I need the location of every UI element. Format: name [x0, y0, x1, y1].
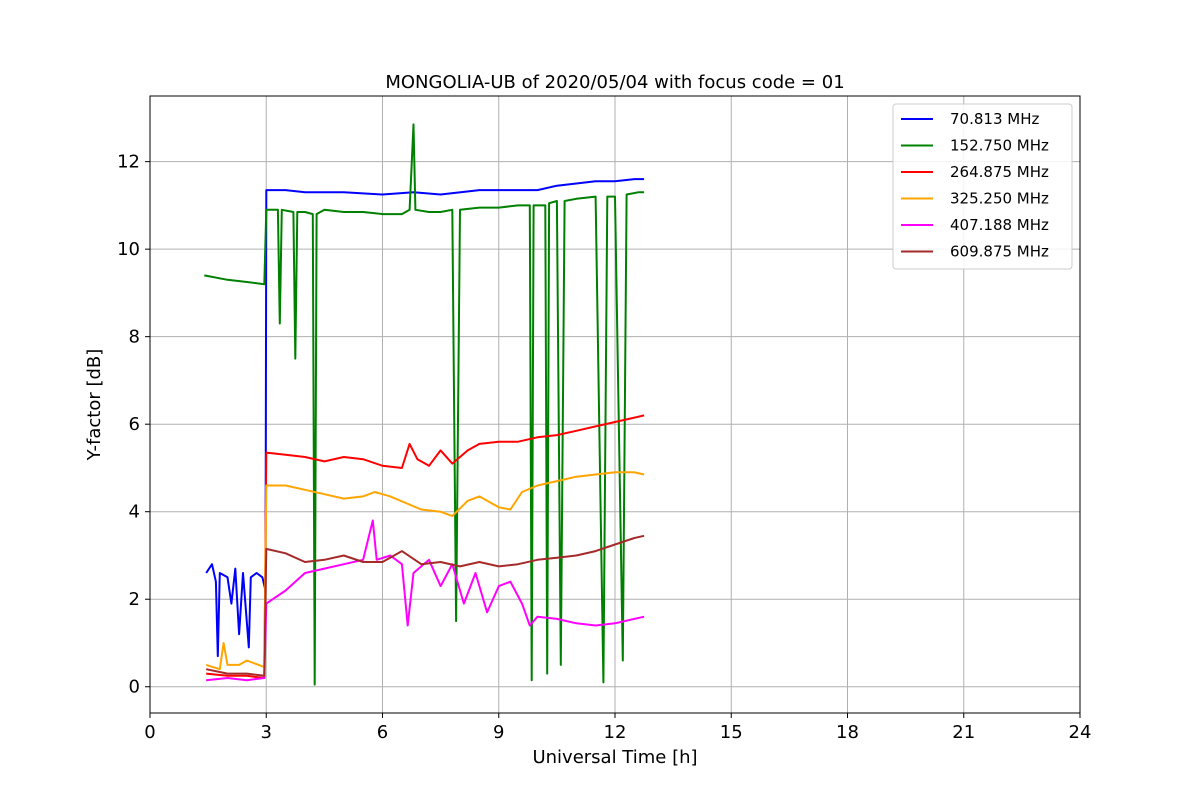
legend-label: 407.188 MHz [950, 216, 1049, 234]
legend-label: 70.813 MHz [950, 110, 1039, 128]
x-tick-label: 3 [261, 722, 272, 743]
legend-label: 152.750 MHz [950, 137, 1049, 155]
y-tick-label: 8 [129, 327, 140, 348]
chart-title: MONGOLIA-UB of 2020/05/04 with focus cod… [385, 72, 844, 93]
y-tick-label: 0 [129, 677, 140, 698]
y-tick-label: 10 [117, 239, 140, 260]
x-tick-label: 9 [493, 722, 504, 743]
grid [149, 96, 1081, 713]
series-line-1 [204, 123, 645, 686]
x-tick-label: 21 [952, 722, 975, 743]
y-tick-label: 2 [129, 589, 140, 610]
x-tick-label: 6 [377, 722, 388, 743]
legend-label: 609.875 MHz [950, 243, 1049, 261]
series-line-4 [206, 519, 645, 682]
series-line-2 [206, 414, 645, 679]
legend-box [892, 103, 1073, 270]
x-axis-label: Universal Time [h] [532, 747, 697, 768]
legend-label: 264.875 MHz [950, 163, 1049, 181]
x-tick-label: 0 [144, 722, 155, 743]
y-tick-label: 4 [129, 502, 140, 523]
x-tick-label: 18 [836, 722, 859, 743]
series-line-5 [205, 534, 645, 677]
x-tick-label: 15 [720, 722, 743, 743]
legend: 70.813 MHz 152.750 MHz 264.875 MHz 325.250 … [892, 103, 1073, 270]
series-line-0 [205, 178, 645, 658]
y-tick-label: 6 [129, 414, 140, 435]
x-tick-label: 24 [1069, 722, 1092, 743]
series-line-3 [205, 471, 645, 671]
legend-label: 325.250 MHz [950, 190, 1049, 208]
x-tick-label: 12 [604, 722, 627, 743]
series-lines [204, 123, 645, 686]
y-axis-label: Y-factor [dB] [84, 349, 105, 462]
y-tick-label: 12 [117, 152, 140, 173]
